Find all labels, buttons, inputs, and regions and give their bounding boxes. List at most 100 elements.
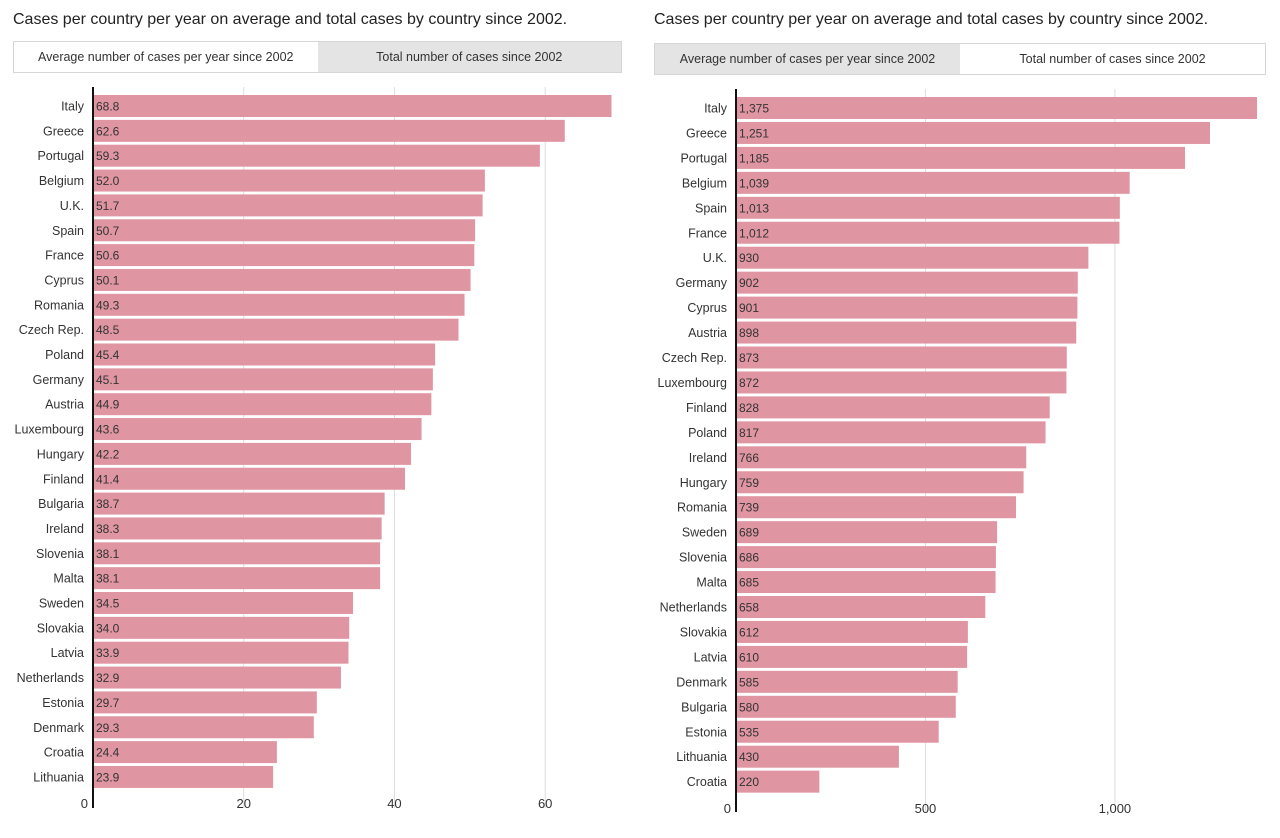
value-label: 68.8 <box>96 100 120 114</box>
value-label: 612 <box>739 625 759 639</box>
category-label: Slovenia <box>36 547 84 561</box>
category-label: Slovenia <box>679 551 727 565</box>
value-label: 898 <box>739 326 759 340</box>
bar <box>93 194 483 217</box>
tab-bar: Average number of cases per year since 2… <box>654 43 1266 75</box>
bar <box>736 471 1024 494</box>
value-label: 828 <box>739 401 759 415</box>
value-label: 817 <box>739 426 759 440</box>
bar <box>93 119 565 142</box>
value-label: 610 <box>739 650 759 664</box>
category-label: Romania <box>34 298 84 312</box>
bar <box>736 296 1078 319</box>
tab-bar: Average number of cases per year since 2… <box>13 41 622 73</box>
bar <box>93 567 381 590</box>
value-label: 41.4 <box>96 472 120 486</box>
bar <box>736 695 956 718</box>
bar <box>736 596 986 618</box>
category-label: U.K. <box>703 251 727 265</box>
value-label: 1,375 <box>739 102 769 116</box>
tab-average-cases[interactable]: Average number of cases per year since 2… <box>655 44 960 74</box>
value-label: 658 <box>739 601 759 615</box>
value-label: 902 <box>739 276 759 290</box>
bar <box>93 741 277 764</box>
category-label: Germany <box>33 373 85 387</box>
tab-average-cases[interactable]: Average number of cases per year since 2… <box>14 42 318 72</box>
value-label: 51.7 <box>96 199 120 213</box>
category-label: Spain <box>52 224 84 238</box>
category-label: Italy <box>61 100 85 114</box>
bar <box>736 196 1120 219</box>
bar <box>736 97 1257 119</box>
chart-panel-total: Cases per country per year on average an… <box>640 0 1280 838</box>
bar <box>736 121 1211 144</box>
category-label: Romania <box>677 501 727 515</box>
bar <box>736 271 1078 294</box>
bar <box>736 346 1067 369</box>
bar <box>93 765 274 788</box>
category-label: Austria <box>45 398 84 412</box>
category-label: Estonia <box>685 725 727 739</box>
bar <box>93 169 485 192</box>
category-label: Belgium <box>682 176 727 190</box>
value-label: 759 <box>739 476 759 490</box>
bar <box>93 144 540 167</box>
bar <box>93 219 476 242</box>
category-label: France <box>688 226 727 240</box>
bar <box>93 268 471 291</box>
category-label: Estonia <box>42 696 84 710</box>
bar-chart-total: Italy 1,375 Greece 1,251 Portugal 1,185 Belgiu… <box>658 89 1257 816</box>
bar <box>93 442 412 465</box>
value-label: 34.0 <box>96 621 120 635</box>
bar <box>93 716 314 739</box>
category-label: Spain <box>695 201 727 215</box>
category-label: Denmark <box>676 675 727 689</box>
category-label: Malta <box>696 576 727 590</box>
x-tick-label: 500 <box>915 801 937 816</box>
x-tick-label: 20 <box>236 796 250 811</box>
category-label: Croatia <box>44 746 84 760</box>
bar <box>93 293 465 316</box>
bar <box>736 720 939 743</box>
bar <box>736 396 1050 419</box>
category-label: Bulgaria <box>681 700 727 714</box>
category-label: Denmark <box>33 721 84 735</box>
category-label: Luxembourg <box>15 423 85 437</box>
value-label: 930 <box>739 251 759 265</box>
value-label: 38.1 <box>96 547 120 561</box>
value-label: 38.1 <box>96 572 120 586</box>
x-tick-label: 1,000 <box>1099 801 1132 816</box>
value-label: 686 <box>739 551 759 565</box>
value-label: 739 <box>739 501 759 515</box>
bar <box>736 371 1067 394</box>
category-label: Netherlands <box>660 601 727 615</box>
value-label: 34.5 <box>96 597 120 611</box>
value-label: 33.9 <box>96 646 120 660</box>
bar <box>736 546 996 569</box>
category-label: Hungary <box>37 447 85 461</box>
value-label: 32.9 <box>96 671 120 685</box>
tab-total-cases[interactable]: Total number of cases since 2002 <box>960 44 1265 74</box>
tab-total-cases[interactable]: Total number of cases since 2002 <box>317 42 621 72</box>
category-label: Greece <box>43 124 84 138</box>
category-label: Malta <box>53 572 84 586</box>
bar <box>93 492 385 515</box>
bar <box>93 244 475 267</box>
bar <box>93 393 432 416</box>
category-label: Belgium <box>39 174 84 188</box>
category-label: Sweden <box>682 526 727 540</box>
category-label: Netherlands <box>17 671 84 685</box>
value-label: 685 <box>739 576 759 590</box>
x-tick-label: 0 <box>724 801 731 816</box>
value-label: 580 <box>739 700 759 714</box>
bar <box>93 95 612 117</box>
bar <box>93 616 350 639</box>
value-label: 62.6 <box>96 124 120 138</box>
category-label: Cyprus <box>687 301 727 315</box>
value-label: 45.4 <box>96 348 120 362</box>
bar <box>736 620 968 643</box>
category-label: Latvia <box>694 650 727 664</box>
x-tick-label: 40 <box>387 796 401 811</box>
bar <box>93 343 436 366</box>
category-label: Finland <box>686 401 727 415</box>
